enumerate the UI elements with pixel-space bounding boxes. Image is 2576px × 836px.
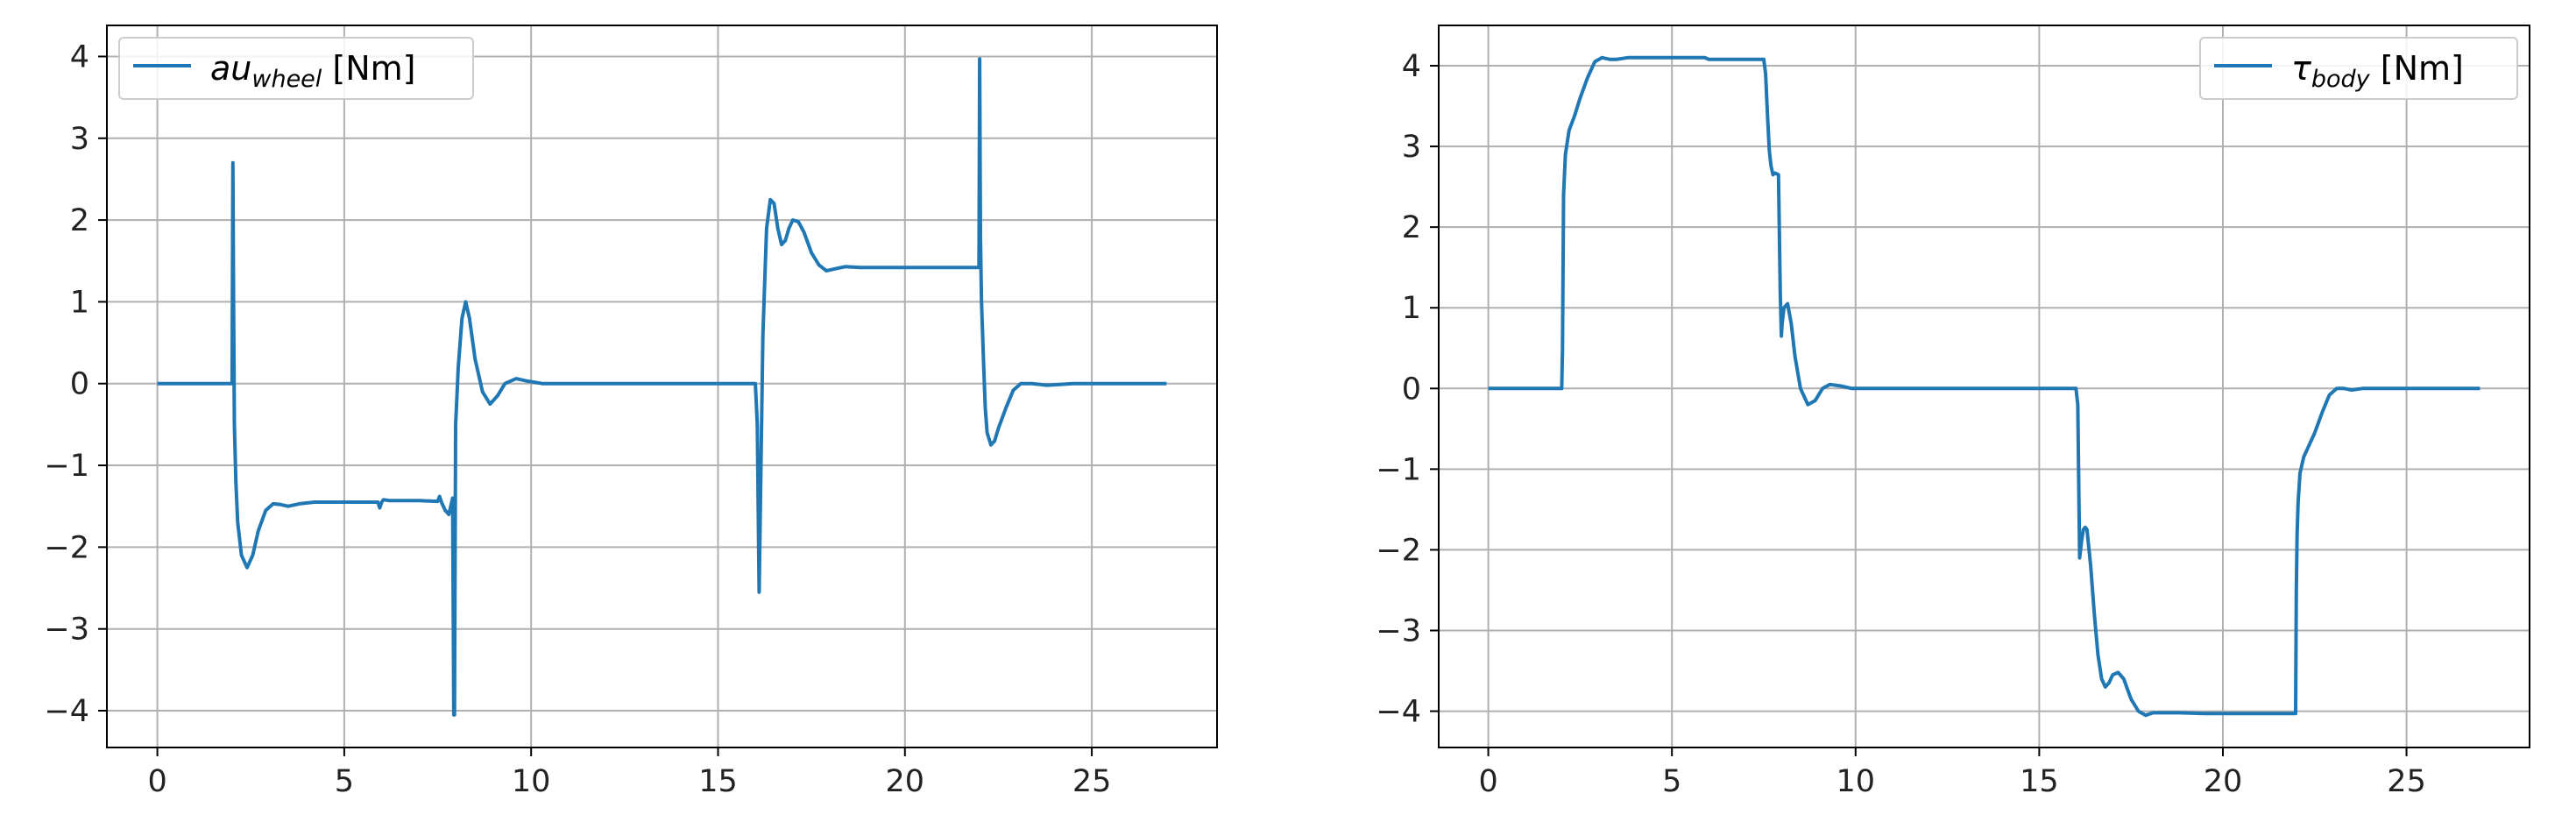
chart-1-x-tick-label: 5 [1662,764,1681,799]
chart-0-y-tick-label: −3 [44,613,89,648]
chart-1-legend-subscript: body [2311,66,2371,93]
chart-1-y-tick-label: 4 [1402,49,1421,84]
chart-1-y-tick-label: −2 [1376,533,1421,568]
chart-1-series [1488,55,2480,718]
chart-tau-wheel: 0 5 10 15 20 25 −4 −3 −2 −1 0 1 2 3 4 auwheel [Nm] [44,25,1218,799]
chart-0-y-tick-label: 1 [70,285,89,320]
chart-0-series-line [157,57,1167,717]
chart-0-legend-symbol: au [210,49,251,88]
chart-0-x-tick-label: 20 [886,764,925,799]
chart-1-ticks: 0 5 10 15 20 25 −4 −3 −2 −1 0 1 2 3 4 [1376,49,2425,799]
chart-1-legend-label: τbody [Nm] [2291,49,2464,93]
chart-0-x-tick-label: 10 [512,764,551,799]
chart-1-y-tick-label: 0 [1402,372,1421,407]
chart-1-x-tick-label: 10 [1836,764,1876,799]
chart-0-y-tick-label: −1 [44,449,89,484]
chart-1-x-tick-label: 0 [1478,764,1497,799]
chart-1-y-tick-label: 3 [1402,130,1421,165]
chart-1-y-tick-label: −3 [1376,614,1421,649]
chart-0-y-tick-label: 4 [70,39,89,74]
chart-0-legend: auwheel [Nm] [118,37,474,100]
chart-0-legend-box [118,37,474,100]
chart-1-legend-unit: [Nm] [2370,49,2464,88]
chart-0-series [157,57,1167,717]
chart-1-x-tick-label: 20 [2204,764,2243,799]
chart-1-legend: τbody [Nm] [2199,37,2518,100]
chart-1-x-tick-label: 15 [2020,764,2059,799]
chart-tau-body: 0 5 10 15 20 25 −4 −3 −2 −1 0 1 2 3 4 τbody [Nm] [1376,25,2530,799]
chart-1-legend-box [2199,37,2518,100]
chart-1-axes-frame [1438,25,2530,748]
chart-0-y-tick-label: −2 [44,530,89,565]
chart-1-y-tick-label: 2 [1402,210,1421,245]
chart-1-y-tick-label: −4 [1376,695,1421,730]
chart-1-series-line [1488,55,2480,718]
chart-0-x-tick-label: 5 [335,764,354,799]
chart-0-x-tick-label: 25 [1072,764,1112,799]
chart-1-y-tick-label: −1 [1376,452,1421,487]
chart-0-y-tick-label: −4 [44,694,89,729]
chart-0-y-tick-label: 0 [70,367,89,402]
chart-0-ticks: 0 5 10 15 20 25 −4 −3 −2 −1 0 1 2 3 4 [44,39,1111,799]
chart-0-legend-unit: [Nm] [322,49,415,88]
chart-1-legend-symbol: τ [2291,49,2312,88]
chart-0-x-tick-label: 15 [698,764,738,799]
chart-0-y-tick-label: 3 [70,122,89,157]
chart-0-legend-label: auwheel [Nm] [210,49,415,93]
chart-0-legend-subscript: wheel [251,66,322,93]
chart-0-y-tick-label: 2 [70,203,89,238]
chart-1-y-tick-label: 1 [1402,291,1421,326]
chart-1-x-tick-label: 25 [2387,764,2426,799]
chart-0-x-tick-label: 0 [147,764,166,799]
chart-0-axes-frame [106,25,1218,748]
